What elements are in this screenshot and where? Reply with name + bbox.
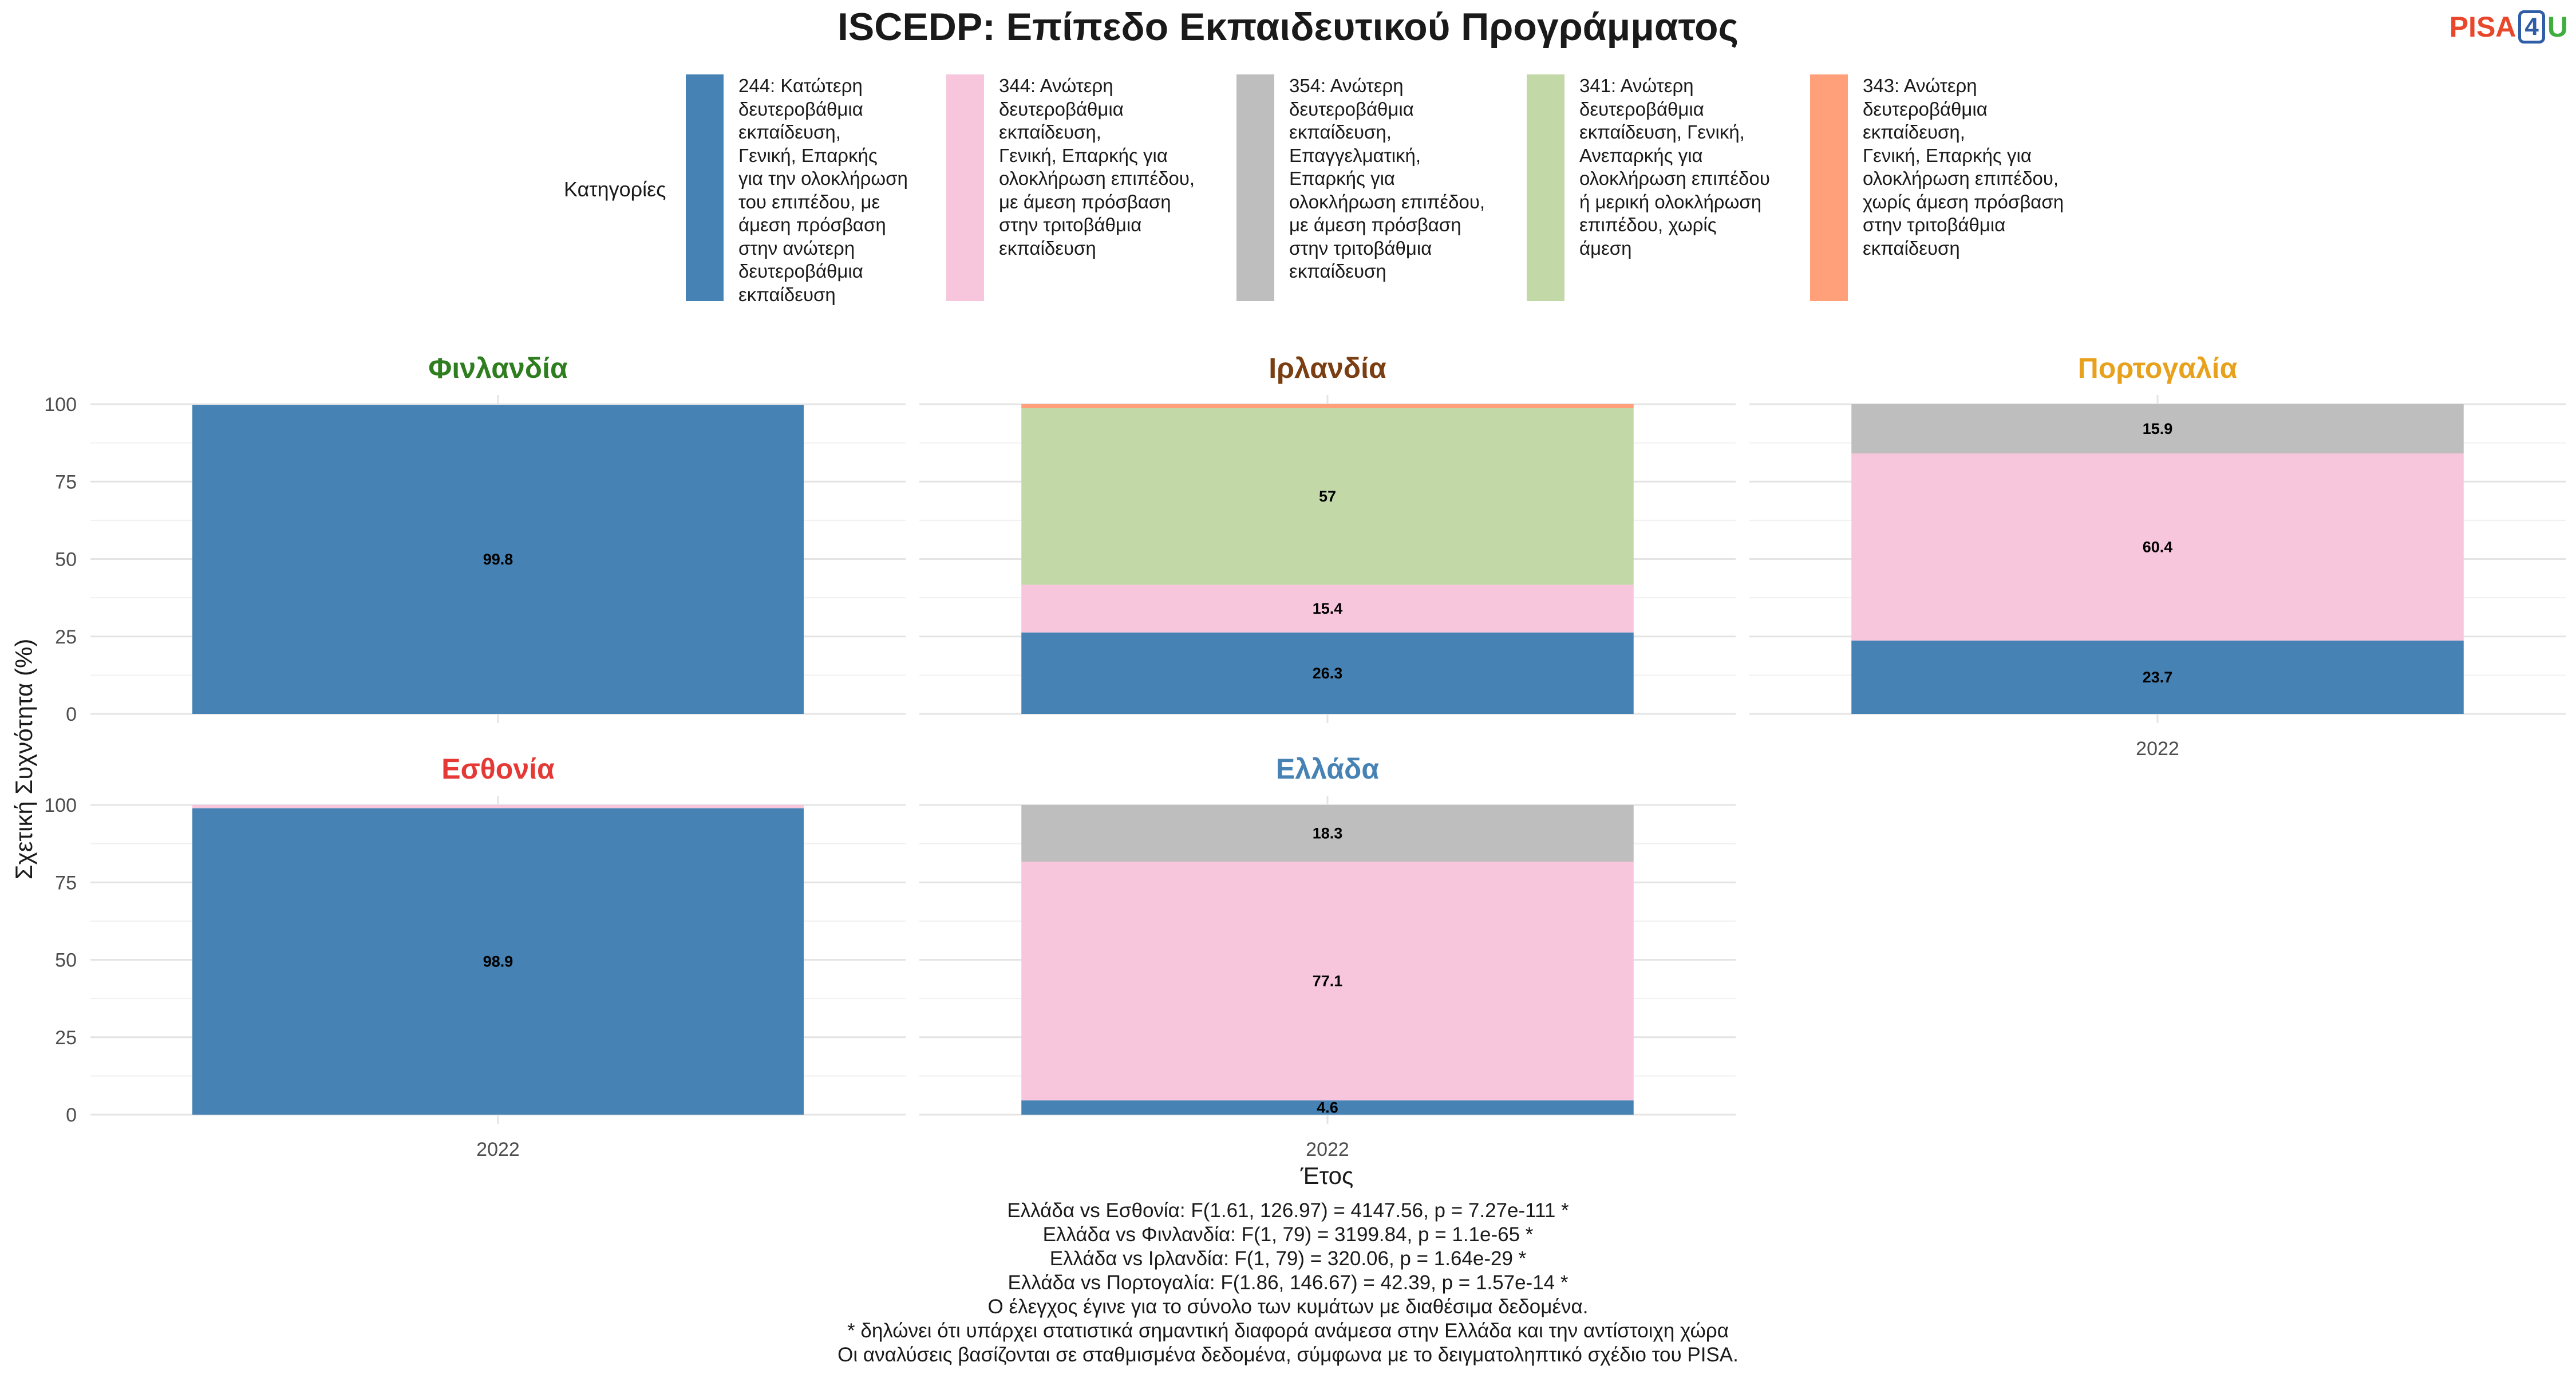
bar-segment xyxy=(192,405,804,714)
legend-swatch xyxy=(1810,74,1848,301)
facet-panel: Ιρλανδία 26.3 15.4 57 xyxy=(919,352,1736,723)
footer-line: Ελλάδα vs Φινλανδία: F(1, 79) = 3199.84,… xyxy=(1042,1223,1534,1246)
logo-text-u: U xyxy=(2547,11,2568,43)
legend-title: Κατηγορίες xyxy=(564,177,666,201)
facet-panel: Πορτογαλία 23.7 60.4 15.9 2022 xyxy=(1749,352,2566,760)
bar-segment xyxy=(1021,408,1634,585)
bar-segment xyxy=(1021,632,1634,714)
y-axis-title: Σχετική Συχνότητα (%) xyxy=(10,639,37,880)
legend-swatch xyxy=(1236,74,1274,301)
footer-notes: Ελλάδα vs Εσθονία: F(1.61, 126.97) = 414… xyxy=(0,1199,2576,1367)
facet-panel: Φινλανδία 99.8 0 25 50 75 100 xyxy=(44,352,906,725)
legend-label: 344: Ανώτερη δευτεροβάθμια εκπαίδευση, Γ… xyxy=(999,75,1195,259)
panel-title: Πορτογαλία xyxy=(2078,352,2238,384)
legend-swatch xyxy=(946,74,984,301)
bar-segment xyxy=(1021,862,1634,1101)
legend-label: 354: Ανώτερη δευτεροβάθμια εκπαίδευση, Ε… xyxy=(1289,75,1485,282)
y-tick-label: 75 xyxy=(55,471,77,493)
data-label: 18.3 xyxy=(1313,825,1343,842)
bar-segment xyxy=(1021,585,1634,633)
footer-line: Οι αναλύσεις βασίζονται σε σταθμισμένα δ… xyxy=(837,1344,1739,1366)
panel-title: Ελλάδα xyxy=(1276,753,1379,785)
data-label: 15.4 xyxy=(1313,600,1343,617)
data-label: 26.3 xyxy=(1313,665,1343,682)
legend-swatch xyxy=(1527,74,1564,301)
bar-segment xyxy=(1021,805,1634,862)
footer-line: Ελλάδα vs Πορτογαλία: F(1.86, 146.67) = … xyxy=(1008,1272,1568,1294)
data-label: 57 xyxy=(1319,488,1336,505)
facet-panel: Ελλάδα 4.6 77.1 18.3 2022 xyxy=(919,753,1736,1160)
bar-segment xyxy=(1851,453,2464,641)
chart-title: ISCEDP: Επίπεδο Εκπαιδευτικού Προγράμματ… xyxy=(837,5,1739,49)
legend-label: 244: Κατώτερη δευτεροβάθμια εκπαίδευση, … xyxy=(738,75,908,305)
legend-label: 343: Ανώτερη δευτεροβάθμια εκπαίδευση, Γ… xyxy=(1863,75,2064,259)
y-tick-label: 0 xyxy=(66,704,77,725)
data-label: 23.7 xyxy=(2143,669,2173,686)
x-tick-label: 2022 xyxy=(476,1139,520,1160)
bar-segment xyxy=(192,808,804,1115)
y-tick-label: 25 xyxy=(55,1027,77,1049)
y-tick-label: 0 xyxy=(66,1104,77,1126)
y-tick-label: 50 xyxy=(55,950,77,972)
panel-title: Φινλανδία xyxy=(428,352,568,384)
data-label: 77.1 xyxy=(1313,973,1343,990)
y-tick-label: 100 xyxy=(44,795,77,816)
plot-area: Φινλανδία 99.8 0 25 50 75 100 Ιρλανδία 26.3 15.4 5… xyxy=(10,352,2566,1189)
x-axis-title: Έτος xyxy=(1300,1162,1354,1189)
legend-label: 341: Ανώτερη δευτεροβάθμια εκπαίδευση, Γ… xyxy=(1579,75,1770,259)
bar-segment xyxy=(1021,404,1634,409)
footer-line: Ο έλεγχος έγινε για το σύνολο των κυμάτω… xyxy=(987,1296,1589,1318)
logo-text-four: 4 xyxy=(2518,10,2545,44)
bar-segment xyxy=(1851,640,2464,714)
data-label: 98.9 xyxy=(483,953,513,970)
data-label: 4.6 xyxy=(1317,1099,1338,1116)
footer-line: Ελλάδα vs Ιρλανδία: F(1, 79) = 320.06, p… xyxy=(1049,1247,1527,1270)
y-tick-label: 25 xyxy=(55,626,77,648)
data-label: 99.8 xyxy=(483,551,513,568)
y-tick-label: 75 xyxy=(55,872,77,894)
panel-title: Εσθονία xyxy=(441,753,555,785)
footer-line: * δηλώνει ότι υπάρχει στατιστικά σημαντι… xyxy=(847,1320,1729,1342)
legend-swatch xyxy=(686,74,724,301)
data-label: 60.4 xyxy=(2143,538,2173,555)
footer-line: Ελλάδα vs Εσθονία: F(1.61, 126.97) = 414… xyxy=(1007,1199,1569,1222)
logo-text-pisa: PISA xyxy=(2449,11,2516,43)
bar-segment xyxy=(192,805,804,808)
y-tick-label: 50 xyxy=(55,549,77,571)
panel-title: Ιρλανδία xyxy=(1269,352,1386,384)
x-tick-label: 2022 xyxy=(1306,1139,1349,1160)
data-label: 15.9 xyxy=(2143,420,2173,437)
facet-panel: Εσθονία 98.9 0 25 50 75 100 2022 xyxy=(44,753,906,1160)
y-tick-label: 100 xyxy=(44,394,77,416)
bar-segment xyxy=(1021,1100,1634,1115)
pisa4u-logo: PISA 4 U xyxy=(2449,10,2568,44)
x-tick-label: 2022 xyxy=(2136,738,2179,760)
bar-segment xyxy=(1851,404,2464,454)
